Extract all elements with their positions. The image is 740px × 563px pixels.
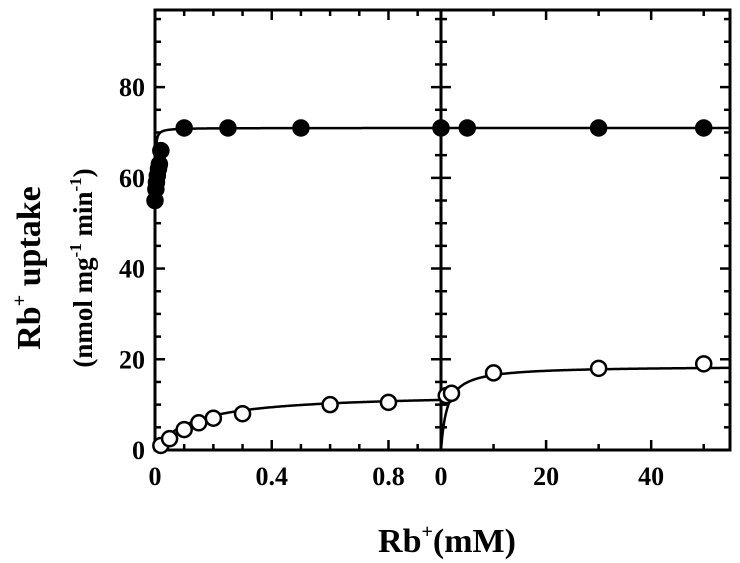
filled-data-point bbox=[589, 119, 608, 137]
filled-data-point bbox=[175, 119, 193, 137]
open-data-point bbox=[442, 384, 461, 403]
open-data-point bbox=[589, 359, 608, 378]
x-tick-label: 0 bbox=[149, 462, 162, 491]
x-tick-label: 0.8 bbox=[372, 462, 405, 491]
y-title-sup: + bbox=[9, 295, 31, 306]
y-title2-a: (nmol mg bbox=[68, 257, 98, 368]
y-title-main: Rb bbox=[11, 306, 48, 349]
fit-curve-panel1-filled bbox=[153, 126, 441, 203]
x-tick-label: 0 bbox=[435, 462, 448, 491]
y-title2-sup2: -1 bbox=[66, 177, 85, 191]
y-axis-title-line1: Rb+ uptake bbox=[9, 186, 48, 350]
open-data-point bbox=[233, 404, 252, 423]
x-title-main: Rb bbox=[378, 523, 421, 560]
open-data-point bbox=[175, 420, 193, 439]
y-title2-sup1: -1 bbox=[66, 243, 85, 257]
open-data-point bbox=[190, 414, 208, 432]
filled-data-point bbox=[458, 119, 477, 137]
open-data-point bbox=[321, 395, 339, 414]
filled-data-point bbox=[292, 119, 310, 137]
open-data-point bbox=[160, 429, 179, 448]
y-title2-c: ) bbox=[68, 168, 98, 177]
y-title-rest: uptake bbox=[11, 186, 48, 295]
x-tick-label: 0.4 bbox=[255, 462, 288, 491]
plot-area: 0 20 40 60 80 0 0.4 0.8 0 20 40 bbox=[119, 8, 732, 491]
x-tick-label: 20 bbox=[533, 462, 559, 491]
y-axis-title-line2: (nmol mg-1 min-1) bbox=[66, 168, 98, 367]
y-tick-label: 80 bbox=[119, 73, 145, 102]
y-tick-label: 0 bbox=[132, 436, 145, 465]
open-data-point bbox=[694, 355, 713, 373]
open-data-point bbox=[204, 409, 223, 427]
x-title-sup: + bbox=[422, 521, 433, 543]
y-title2-b: min bbox=[68, 191, 98, 243]
filled-data-point bbox=[152, 141, 170, 160]
y-tick-label: 20 bbox=[119, 345, 145, 374]
filled-data-point bbox=[694, 119, 713, 137]
fit-curve-panel2-open bbox=[439, 366, 731, 451]
y-tick-label: 40 bbox=[119, 255, 145, 284]
x-tick-label: 40 bbox=[638, 462, 664, 491]
x-axis-title: Rb+(mM) bbox=[378, 521, 516, 560]
filled-data-point bbox=[219, 119, 237, 137]
open-data-point bbox=[484, 364, 503, 382]
open-data-point bbox=[379, 393, 398, 412]
x-title-rest: (mM) bbox=[433, 523, 516, 560]
y-tick-label: 60 bbox=[119, 164, 145, 193]
